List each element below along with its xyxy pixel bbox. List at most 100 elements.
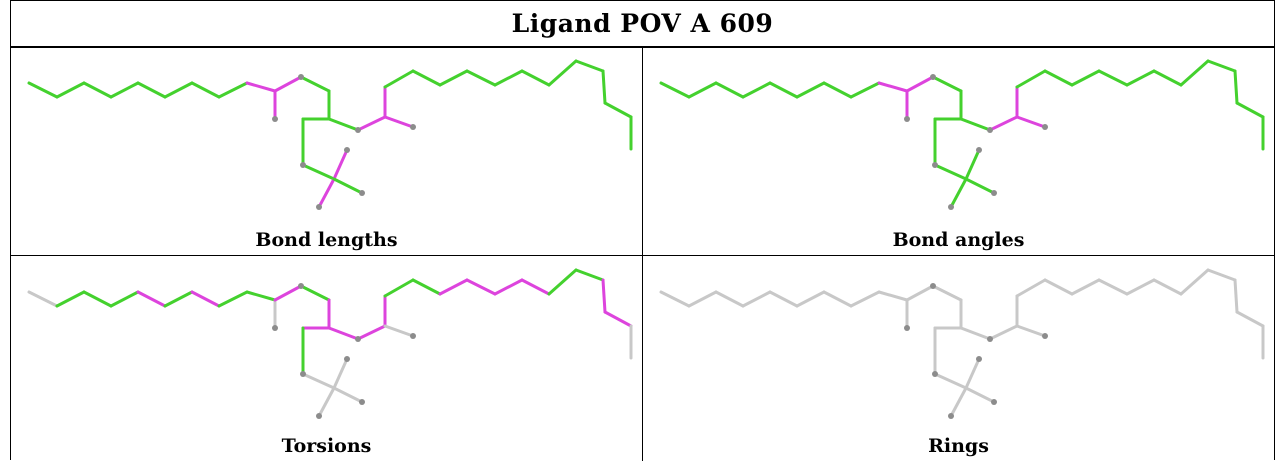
panel-bond-lengths: Bond lengths [11,47,642,251]
bond [383,69,415,89]
bond [741,290,772,308]
bond [317,177,336,209]
atom [930,283,936,289]
atom [355,127,361,133]
atom [316,413,322,419]
bond [273,75,303,93]
bond [520,278,551,296]
atom [1042,124,1048,130]
bond [601,278,607,314]
bond [332,148,349,181]
bond [411,69,442,87]
bond [190,290,221,308]
bond [574,268,605,282]
bond [601,69,607,105]
bond [332,357,349,390]
bond [603,101,633,119]
ligand-report-frame: Ligand POV A 609 Bond lengths Bond angle… [10,0,1275,461]
atom [359,399,365,405]
bond [905,75,935,93]
atom [410,124,416,130]
bond [988,324,1019,341]
atom [272,325,278,331]
bond [905,284,935,302]
atom [300,371,306,377]
bond [1097,69,1129,87]
bond [163,81,194,99]
bond [933,163,968,181]
atom [976,356,982,362]
bond [822,290,853,308]
bond [109,290,140,308]
bond [136,81,167,99]
atom [987,336,993,342]
atom [904,116,910,122]
bond [949,386,968,418]
bond [82,290,113,308]
bond [988,115,1019,132]
bond [822,81,853,99]
atom [316,204,322,210]
bond [1070,69,1101,87]
bond [574,59,605,73]
atom [948,204,954,210]
bond [1043,69,1074,87]
bond [849,290,881,308]
molecule-bond-lengths [27,59,633,210]
page-title: Ligand POV A 609 [11,1,1274,47]
atom [298,74,304,80]
atom [930,74,936,80]
atom [932,162,938,168]
bond [82,81,113,99]
atom [272,116,278,122]
bond [356,115,387,132]
atom [932,371,938,377]
atom [344,356,350,362]
bond [1152,69,1183,87]
caption-bond-lengths: Bond lengths [255,229,398,251]
atom [976,147,982,153]
atom [298,283,304,289]
atom [1042,333,1048,339]
bond [714,81,745,99]
bond [136,290,167,308]
bond [438,69,469,87]
bond [964,177,996,195]
bond [383,324,415,338]
atom [904,325,910,331]
atom [987,127,993,133]
bond [1233,69,1239,105]
caption-torsions: Torsions [281,435,372,457]
bond [301,372,336,390]
molecule-rings [659,268,1265,419]
bond [217,81,249,99]
bond [964,357,981,390]
atom [355,336,361,342]
bond [190,81,221,99]
bond [245,290,277,302]
bond [27,290,59,308]
panel-rings: Rings [643,256,1274,461]
atom [300,162,306,168]
bond [795,290,826,308]
bond [520,69,551,87]
bond [849,81,881,99]
bond [741,81,772,99]
bond [795,81,826,99]
bond [964,148,981,181]
bond [1206,59,1237,73]
bond [493,69,524,87]
bond [1233,278,1239,314]
bond [109,81,140,99]
bond [299,75,331,93]
bond [1235,101,1265,119]
bond [55,81,86,99]
bond [959,326,992,341]
bond [877,81,909,93]
bond [1097,278,1129,296]
bond [1206,268,1237,282]
bond [299,284,331,302]
bond [1070,278,1101,296]
bond [1015,115,1047,129]
bond [933,372,968,390]
